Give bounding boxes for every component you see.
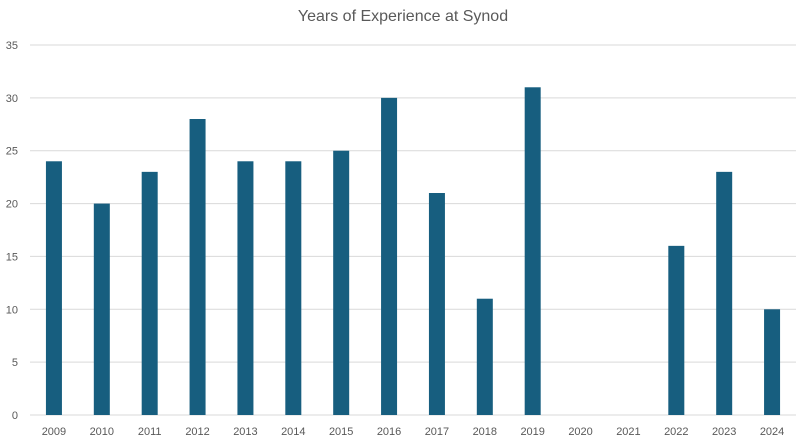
x-tick-label-2010: 2010 [90, 426, 114, 438]
bar-2017 [428, 193, 445, 415]
x-tick-label-2011: 2011 [138, 426, 162, 438]
y-tick-label: 10 [6, 304, 18, 316]
bar-2016 [381, 97, 398, 415]
x-tick-label-2015: 2015 [329, 426, 353, 438]
x-tick-label-2019: 2019 [520, 426, 544, 438]
y-tick-label: 35 [6, 40, 18, 52]
bars [45, 87, 781, 416]
y-tick-label: 0 [12, 410, 18, 422]
x-tick-label-2020: 2020 [568, 426, 592, 438]
x-tick-label-2023: 2023 [712, 426, 736, 438]
bar-2014 [285, 161, 302, 415]
bar-2022 [668, 245, 685, 415]
chart-title: Years of Experience at Synod [297, 8, 509, 25]
x-tick-label-2014: 2014 [281, 426, 305, 438]
x-tick-label-2009: 2009 [42, 426, 66, 438]
x-axis-labels: 2009 2010 2011 2012 2013 2014 2015 2016 2017 2018… [42, 426, 785, 438]
x-tick-label-2024: 2024 [760, 426, 784, 438]
y-tick-label: 25 [6, 146, 18, 158]
bar-2010 [93, 203, 110, 415]
y-tick-label: 30 [6, 93, 18, 105]
y-axis-labels: 0 5 10 15 20 25 30 35 [6, 40, 18, 422]
y-tick-label: 5 [12, 357, 18, 369]
x-tick-label-2021: 2021 [616, 426, 640, 438]
bar-2019 [524, 87, 541, 416]
bar-2024 [764, 309, 781, 415]
x-tick-label-2012: 2012 [185, 426, 209, 438]
x-tick-label-2017: 2017 [425, 426, 449, 438]
bar-2012 [189, 119, 206, 415]
bar-2011 [141, 171, 158, 415]
y-tick-label: 20 [6, 199, 18, 211]
bar-2015 [333, 150, 350, 415]
x-tick-label-2022: 2022 [664, 426, 688, 438]
bar-2013 [237, 161, 254, 415]
x-tick-label-2016: 2016 [377, 426, 401, 438]
x-tick-label-2018: 2018 [473, 426, 497, 438]
bar-2023 [716, 171, 733, 415]
bar-2009 [45, 161, 62, 415]
bar-2018 [476, 298, 493, 415]
y-tick-label: 15 [6, 251, 18, 263]
x-tick-label-2013: 2013 [233, 426, 257, 438]
